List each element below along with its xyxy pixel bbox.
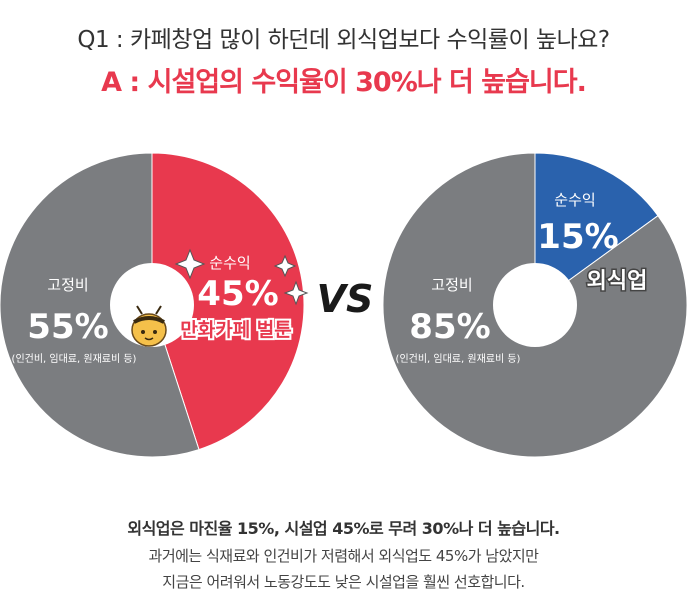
right-fixed-value: 85% bbox=[409, 307, 490, 347]
left-pie-slice-profit bbox=[151, 152, 305, 451]
right-pie-slice-profit bbox=[534, 152, 659, 306]
right-profit-value: 15% bbox=[537, 217, 618, 257]
sparkle-icon bbox=[273, 254, 297, 278]
left-pie-slice-fixed bbox=[0, 152, 200, 458]
right-caption: 외식업 bbox=[587, 269, 648, 294]
bee-mascot-icon bbox=[131, 305, 167, 347]
right-pie: 순수익 15% 고정비 85% (인건비, 임대료, 원재료비 등) 외식업 bbox=[382, 152, 687, 458]
left-pie: 순수익 45% 고정비 55% (인건비, 임대료, 원재료비 등) 만화카페 … bbox=[0, 152, 309, 458]
footer-text: 외식업은 마진율 15%, 시설업 45%로 무려 30%나 더 높습니다. 과… bbox=[0, 515, 687, 597]
question-title: Q1 : 카페창업 많이 하던데 외식업보다 수익률이 높나요? bbox=[77, 27, 610, 53]
left-caption: 만화카페 벌툰 bbox=[180, 319, 292, 341]
left-pie-hole bbox=[110, 263, 194, 347]
left-profit-label: 순수익 bbox=[209, 254, 250, 272]
footer-line-2: 과거에는 식재료와 인건비가 저렴해서 외식업도 45%가 남았지만 bbox=[148, 547, 539, 565]
right-fixed-label: 고정비 bbox=[431, 276, 472, 294]
left-fixed-label: 고정비 bbox=[47, 276, 88, 294]
left-fixed-note: (인건비, 임대료, 원재료비 등) bbox=[12, 352, 137, 365]
sparkle-icon bbox=[283, 280, 309, 306]
right-fixed-note: (인건비, 임대료, 원재료비 등) bbox=[396, 352, 521, 365]
vs-label: VS bbox=[317, 277, 374, 321]
footer-line-3: 지금은 어려워서 노동강도도 낮은 시설업을 훨씬 선호합니다. bbox=[162, 573, 525, 591]
right-pie-hole bbox=[493, 263, 577, 347]
left-profit-value: 45% bbox=[197, 274, 278, 314]
right-profit-label: 순수익 bbox=[554, 191, 595, 209]
footer-line-1: 외식업은 마진율 15%, 시설업 45%로 무려 30%나 더 높습니다. bbox=[127, 519, 560, 538]
sparkle-icon bbox=[174, 248, 206, 280]
left-fixed-value: 55% bbox=[27, 307, 108, 347]
answer-title: A : 시설업의 수익율이 30%나 더 높습니다. bbox=[101, 67, 587, 98]
